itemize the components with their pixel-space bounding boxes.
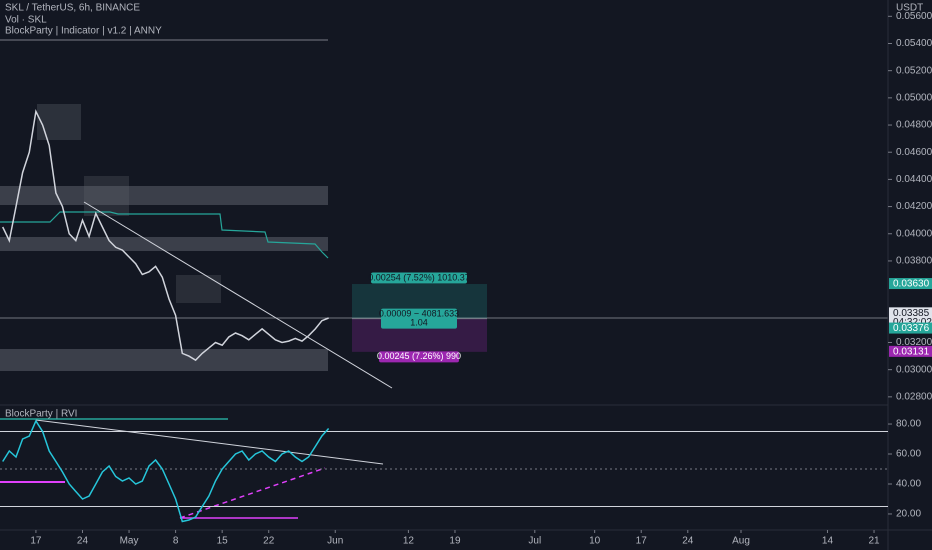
- zone: [0, 237, 328, 251]
- pane-title: BlockParty | RVI: [5, 409, 77, 420]
- x-tick-label: 24: [682, 536, 694, 547]
- y-tick-label: 0.05400: [896, 38, 932, 49]
- x-tick-label: May: [120, 536, 139, 547]
- y-tick-label: 0.03000: [896, 364, 932, 375]
- position-label: 1.04: [410, 317, 428, 327]
- x-tick-label: 17: [30, 536, 42, 547]
- zone: [0, 186, 328, 205]
- x-tick-label: 10: [589, 536, 601, 547]
- y-tick-label: 0.05200: [896, 65, 932, 76]
- y-tick-label: 0.05600: [896, 11, 932, 22]
- position-label: 0.00254 (7.52%) 1010.37: [368, 272, 470, 282]
- zone: [176, 275, 221, 303]
- position-label-bg: [381, 308, 457, 329]
- x-tick-label: 21: [868, 536, 880, 547]
- countdown: 04:32:02: [893, 317, 932, 328]
- x-tick-label: 14: [822, 536, 834, 547]
- trail-line: [0, 211, 329, 259]
- y-tick-label: 0.05000: [896, 92, 932, 103]
- series-line: [2, 108, 329, 362]
- x-tick-label: Aug: [732, 536, 750, 547]
- position-label: 0.00009 − 4081.633: [379, 308, 459, 318]
- x-tick-label: 17: [636, 536, 648, 547]
- y-tick-label: 40.00: [896, 479, 921, 490]
- y-tick-label: 0.02800: [896, 391, 932, 402]
- zone: [84, 176, 129, 216]
- price-tag-label: 0.03385: [893, 308, 930, 319]
- y-tick-label: 0.03200: [896, 337, 932, 348]
- x-tick-label: 8: [173, 536, 179, 547]
- y-tick-label: 0.04000: [896, 228, 932, 239]
- x-tick-label: Jul: [528, 536, 541, 547]
- indicator-label: BlockParty | Indicator | v1.2 | ANNY: [5, 26, 162, 37]
- y-tick-label: 0.03800: [896, 256, 932, 267]
- y-tick-label: 0.04400: [896, 174, 932, 185]
- x-tick-label: 12: [403, 536, 415, 547]
- series-line: [2, 419, 330, 523]
- chart-title: SKL / TetherUS, 6h, BINANCE: [5, 3, 140, 14]
- x-tick-label: 22: [263, 536, 275, 547]
- zone: [37, 104, 81, 140]
- zone: [0, 349, 328, 371]
- y-tick-label: 80.00: [896, 419, 921, 430]
- position-label-bg: [371, 272, 467, 284]
- x-tick-label: Jun: [327, 536, 343, 547]
- x-tick-label: 15: [217, 536, 229, 547]
- y-tick-label: 0.04200: [896, 201, 932, 212]
- price-tag-label: 0.03131: [893, 347, 930, 358]
- position-label: 0.00245 (7.26%) 990: [377, 351, 461, 361]
- rvi-divergence: [179, 467, 326, 519]
- price-tag-label: 0.03376: [893, 323, 930, 334]
- price-tag: [889, 345, 932, 357]
- price-tag: [889, 307, 932, 328]
- y-tick-label: 60.00: [896, 449, 921, 460]
- x-tick-label: 24: [77, 536, 89, 547]
- y-tick-label: 20.00: [896, 509, 921, 520]
- rvi-trend-line: [35, 419, 384, 465]
- trend-line: [83, 201, 393, 389]
- y-tick-label: 0.04600: [896, 147, 932, 158]
- price-tag: [889, 278, 932, 290]
- y-axis-label: USDT: [896, 3, 923, 14]
- position-label-bg: [379, 351, 459, 363]
- price-tag-label: 0.03630: [893, 279, 930, 290]
- y-tick-label: 0.04800: [896, 120, 932, 131]
- price-tag: [889, 322, 932, 334]
- indicator-label: Vol · SKL: [5, 15, 47, 26]
- x-tick-label: 19: [449, 536, 461, 547]
